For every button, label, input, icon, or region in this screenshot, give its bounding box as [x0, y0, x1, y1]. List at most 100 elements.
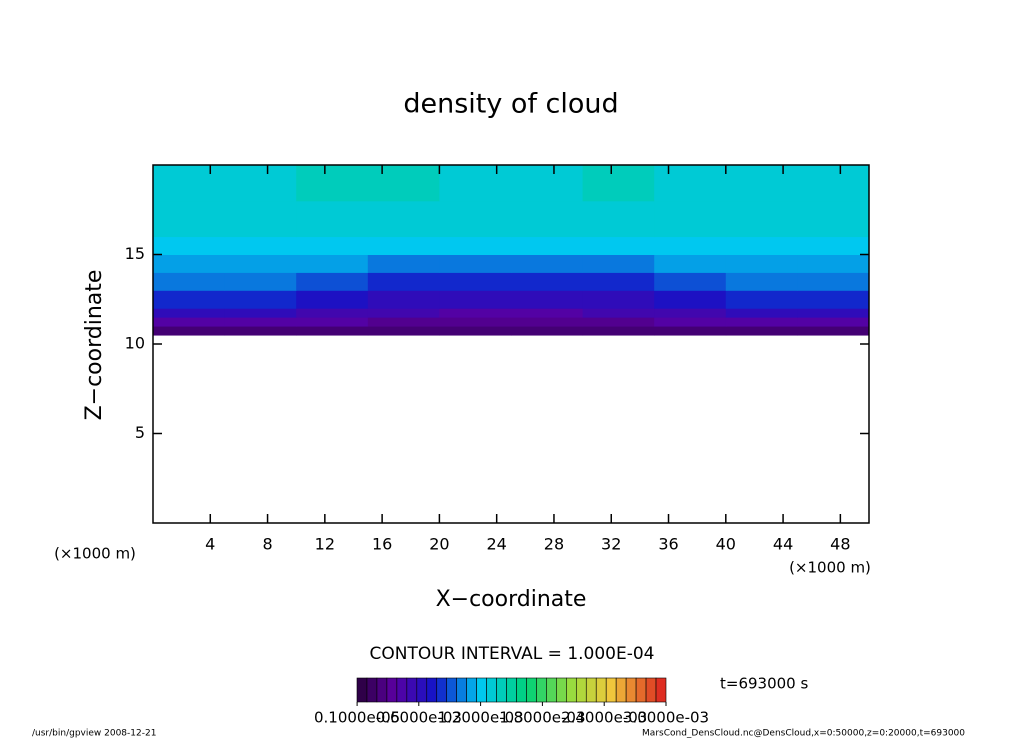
contour-cell: [439, 272, 512, 291]
contour-cell: [153, 308, 226, 318]
contour-cell: [582, 272, 655, 291]
y-tick-label: 15: [125, 244, 145, 263]
x-tick-label: 44: [773, 535, 793, 554]
colorbar-swatch: [486, 677, 497, 703]
time-label: t=693000 s: [720, 675, 808, 693]
y-tick-label: 5: [135, 423, 145, 442]
contour-cell: [153, 254, 226, 273]
colorbar-swatch: [376, 677, 388, 703]
colorbar-swatch: [446, 677, 457, 703]
contour-cell: [797, 317, 870, 327]
x-unit-label: (×1000 m): [789, 559, 871, 577]
colorbar-swatch: [536, 677, 547, 703]
contour-cell: [511, 326, 584, 336]
contour-cell: [797, 165, 870, 202]
x-tick-label: 24: [487, 535, 507, 554]
chart-title: density of cloud: [403, 89, 618, 120]
x-tick-label: 12: [315, 535, 335, 554]
contour-cell: [224, 290, 297, 309]
colorbar-swatch: [655, 677, 667, 703]
contour-cell: [654, 308, 727, 318]
colorbar-swatch: [406, 677, 418, 703]
contour-cell: [439, 236, 512, 255]
contour-cell: [153, 165, 226, 202]
contour-cell: [582, 326, 655, 336]
colorbar-swatch: [426, 677, 438, 703]
contour-cell: [439, 200, 512, 238]
contour-cell: [367, 317, 440, 327]
contour-cell: [367, 272, 440, 291]
contour-cell: [367, 200, 440, 238]
contour-cell: [296, 236, 369, 255]
contour-cell: [582, 236, 655, 255]
contour-cell: [511, 236, 584, 255]
x-tick-label: 8: [262, 535, 272, 554]
contour-cell: [439, 254, 512, 273]
contour-cell: [725, 236, 798, 255]
contour-cell: [224, 272, 297, 291]
y-unit-label: (×1000 m): [54, 545, 136, 563]
colorbar-swatch: [625, 677, 637, 703]
contour-cell: [582, 165, 655, 202]
contour-cell: [725, 290, 798, 309]
colorbar-swatch: [526, 677, 537, 703]
contour-cell: [797, 200, 870, 238]
x-tick-label: 16: [372, 535, 392, 554]
y-axis-label: Z−coordinate: [82, 270, 107, 421]
contour-cell: [725, 317, 798, 327]
contour-cell: [296, 308, 369, 318]
contour-cell: [296, 254, 369, 273]
contour-cell: [511, 290, 584, 309]
contour-cell: [439, 165, 512, 202]
footer-right: MarsCond_DensCloud.nc@DensCloud,x=0:5000…: [642, 729, 965, 739]
colorbar-tick-label: 1.8000e-03: [499, 709, 585, 727]
colorbar-swatch: [595, 677, 607, 703]
contour-cell: [725, 165, 798, 202]
contour-cell: [654, 326, 727, 336]
contour-cell: [296, 200, 369, 238]
contour-interval: CONTOUR INTERVAL = 1.000E-04: [370, 644, 655, 664]
contour-cell: [224, 254, 297, 273]
contour-cell: [511, 165, 584, 202]
colorbar-tick-label: 0.1000e-05: [314, 709, 400, 727]
contour-cell: [153, 272, 226, 291]
colorbar-swatch: [506, 677, 517, 703]
x-tick-label: 40: [716, 535, 736, 554]
contour-cell: [367, 290, 440, 309]
colorbar-swatch: [516, 677, 527, 703]
colorbar-swatch: [605, 677, 617, 703]
contour-cell: [296, 165, 369, 202]
contour-cell: [224, 200, 297, 238]
contour-cell: [511, 308, 584, 318]
contour-cell: [439, 290, 512, 309]
contour-cell: [224, 165, 297, 202]
contour-cell: [654, 272, 727, 291]
contour-cell: [439, 308, 512, 318]
colorbar-swatch: [436, 677, 448, 703]
contour-cell: [296, 326, 369, 336]
y-tick-label: 10: [125, 334, 145, 353]
contour-cell: [367, 254, 440, 273]
footer-left: /usr/bin/gpview 2008-12-21: [32, 729, 156, 739]
x-axis-label: X−coordinate: [436, 587, 587, 612]
contour-cell: [224, 317, 297, 327]
contour-cell: [725, 200, 798, 238]
contour-cell: [654, 317, 727, 327]
contour-cell: [224, 236, 297, 255]
contour-cell: [367, 236, 440, 255]
colorbar-swatch: [635, 677, 647, 703]
colorbar-swatch: [556, 677, 567, 703]
contour-cell: [511, 317, 584, 327]
contour-cell: [725, 272, 798, 291]
colorbar-tick-label: 3.0000e-03: [623, 709, 709, 727]
contour-cell: [654, 254, 727, 273]
contour-cell: [654, 236, 727, 255]
contour-cell: [725, 326, 798, 336]
colorbar-swatch: [356, 677, 368, 703]
contour-cell: [439, 317, 512, 327]
colorbar-swatch: [496, 677, 507, 703]
contour-cell: [797, 326, 870, 336]
contour-cell: [511, 200, 584, 238]
contour-cell: [153, 290, 226, 309]
contour-cell: [153, 200, 226, 238]
